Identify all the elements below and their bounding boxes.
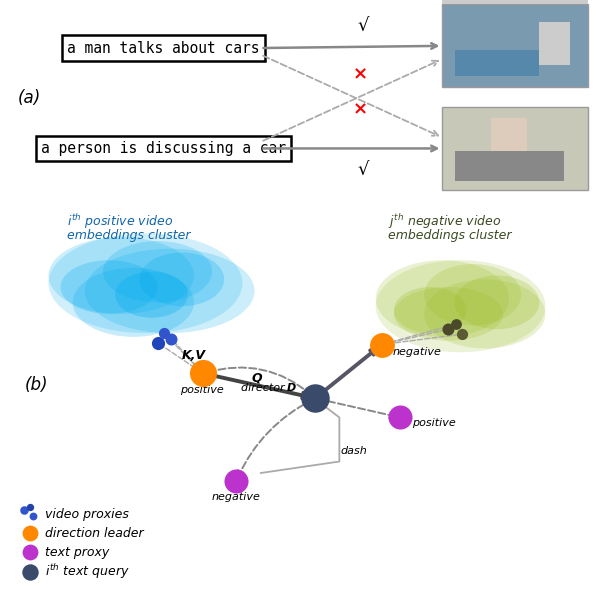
Point [25, 567, 35, 576]
Point [19, 506, 29, 515]
Text: $j^{\mathit{th}}$ negative video: $j^{\mathit{th}}$ negative video [388, 212, 501, 231]
Point [457, 329, 467, 339]
Ellipse shape [61, 260, 158, 314]
Text: text proxy: text proxy [45, 546, 110, 559]
Point [395, 413, 405, 422]
Ellipse shape [376, 260, 545, 352]
Text: (b): (b) [24, 376, 48, 394]
Point [444, 324, 453, 334]
Text: √: √ [358, 161, 369, 179]
Text: a man talks about cars: a man talks about cars [67, 41, 260, 55]
Ellipse shape [424, 280, 545, 348]
Bar [442, 4, 588, 87]
Bar [442, 0, 588, 4]
Bar [454, 50, 539, 76]
Text: Q: Q [251, 372, 262, 385]
Ellipse shape [454, 276, 539, 329]
Point [25, 503, 35, 512]
Point [28, 512, 38, 521]
Ellipse shape [424, 264, 521, 326]
Text: $i^{\mathit{th}}$ text query: $i^{\mathit{th}}$ text query [45, 562, 130, 581]
Point [310, 394, 320, 403]
Text: positive: positive [412, 418, 456, 428]
Point [377, 340, 387, 349]
Point [25, 548, 35, 557]
Point [451, 320, 461, 329]
Point [159, 328, 168, 337]
Text: positive: positive [180, 385, 224, 395]
Ellipse shape [48, 237, 194, 314]
Point [25, 529, 35, 538]
Text: direction leader: direction leader [45, 527, 144, 540]
Ellipse shape [376, 260, 509, 337]
Bar [442, 107, 588, 190]
Ellipse shape [103, 241, 212, 302]
Text: dash: dash [341, 446, 367, 456]
Point [153, 338, 162, 348]
Text: embeddings cluster: embeddings cluster [388, 229, 511, 242]
Text: ×: × [353, 65, 368, 83]
Text: embeddings cluster: embeddings cluster [67, 229, 190, 242]
Ellipse shape [394, 287, 503, 341]
Text: a person is discussing a car: a person is discussing a car [41, 141, 286, 156]
Ellipse shape [394, 287, 467, 333]
Ellipse shape [73, 268, 194, 337]
Text: √: √ [358, 17, 369, 35]
Point [231, 476, 241, 486]
Text: negative: negative [212, 492, 261, 502]
Ellipse shape [85, 249, 255, 333]
Text: video proxies: video proxies [45, 507, 129, 520]
Text: negative: negative [393, 348, 442, 357]
Ellipse shape [115, 271, 188, 317]
Point [198, 369, 208, 378]
Ellipse shape [48, 233, 242, 333]
Text: director: director [241, 383, 288, 393]
Bar [491, 118, 527, 150]
Ellipse shape [139, 253, 224, 306]
Bar [539, 22, 570, 65]
Text: K,V: K,V [182, 349, 206, 362]
Bar [454, 150, 564, 181]
Text: $i^{\mathit{th}}$ positive video: $i^{\mathit{th}}$ positive video [67, 212, 173, 231]
Text: (a): (a) [18, 89, 41, 107]
Text: ×: × [353, 100, 368, 118]
Point [167, 334, 176, 343]
Text: D: D [287, 383, 296, 393]
